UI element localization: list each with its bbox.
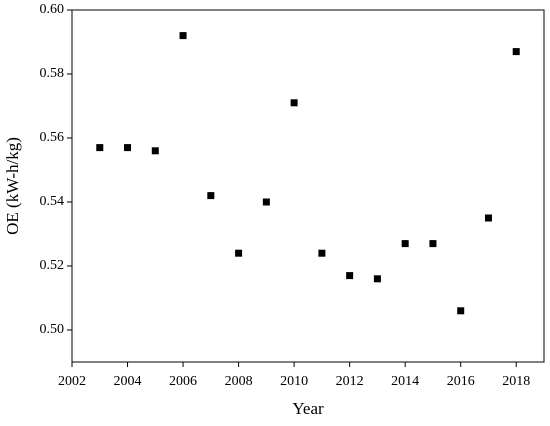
point — [124, 144, 132, 152]
y-tick-label: 0.56 — [40, 130, 65, 145]
y-tick-label: 0.50 — [40, 322, 65, 337]
y-tick-label: 0.58 — [40, 66, 65, 81]
x-tick-label: 2010 — [280, 374, 308, 389]
point — [429, 240, 437, 248]
point — [457, 307, 465, 315]
y-tick-label: 0.60 — [40, 2, 65, 17]
point — [512, 48, 520, 56]
point — [346, 272, 354, 280]
x-tick-label: 2016 — [447, 374, 475, 389]
x-axis-title: Year — [292, 399, 324, 418]
point — [96, 144, 104, 152]
point — [484, 214, 492, 222]
point — [373, 275, 381, 283]
x-tick-label: 2008 — [225, 374, 253, 389]
point — [179, 32, 187, 40]
x-tick-label: 2014 — [391, 374, 419, 389]
y-tick-label: 0.52 — [40, 258, 65, 273]
y-tick-label: 0.54 — [40, 194, 65, 209]
point — [235, 249, 243, 257]
x-tick-label: 2012 — [336, 374, 364, 389]
point — [401, 240, 409, 248]
point — [151, 147, 159, 155]
x-tick-label: 2018 — [502, 374, 530, 389]
point — [318, 249, 326, 257]
x-tick-label: 2002 — [58, 374, 86, 389]
plot-frame — [71, 9, 545, 363]
x-tick-label: 2004 — [114, 374, 142, 389]
x-tick-label: 2006 — [169, 374, 197, 389]
y-axis-title: OE (kW-h/kg) — [3, 137, 22, 235]
point — [207, 192, 215, 200]
point — [262, 198, 270, 206]
point — [290, 99, 298, 107]
